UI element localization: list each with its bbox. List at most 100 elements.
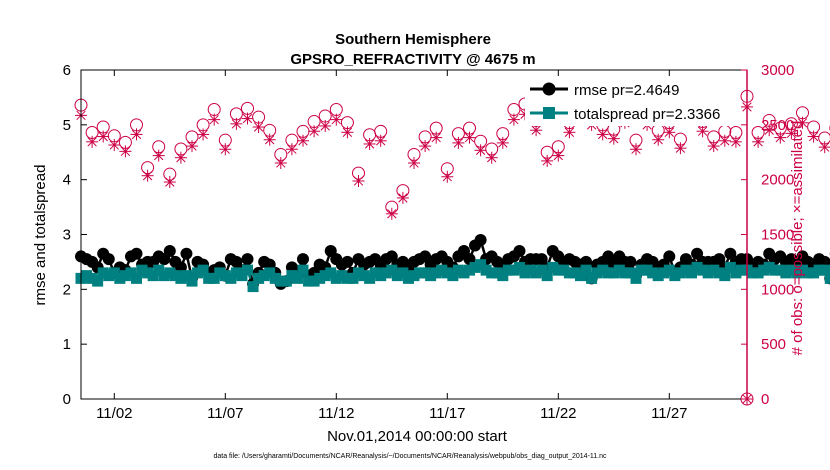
totalspread-marker [402, 272, 414, 284]
totalspread-marker [480, 264, 492, 276]
y-left-tick-label: 6 [63, 62, 71, 79]
totalspread-marker [297, 264, 309, 276]
totalspread-marker [802, 267, 814, 279]
totalspread-marker [86, 272, 98, 284]
chart-subtitle: GPSRO_REFRACTIVITY @ 4675 m [290, 51, 535, 68]
totalspread-marker [519, 267, 531, 279]
obs-assimilated-marker [419, 140, 432, 153]
obs-assimilated-marker [430, 131, 443, 144]
totalspread-marker [414, 267, 426, 279]
obs-assimilated-marker [496, 136, 509, 149]
obs-assimilated-marker [807, 130, 820, 143]
totalspread-marker [380, 267, 392, 279]
rmse-marker [241, 253, 254, 266]
totalspread-marker [186, 275, 198, 287]
totalspread-marker [774, 264, 786, 276]
totalspread-marker [458, 267, 470, 279]
rmse-marker [180, 247, 193, 260]
totalspread-marker [125, 267, 137, 279]
x-tick-label: 11/17 [429, 405, 465, 422]
totalspread-marker [497, 270, 509, 282]
obs-assimilated-marker [230, 117, 243, 130]
obs-assimilated-marker [108, 139, 121, 152]
rmse-marker [102, 253, 115, 266]
totalspread-marker [253, 272, 265, 284]
right-axis: 0 500 1000 1500 2000 2500 3000 [741, 62, 794, 408]
totalspread-marker [108, 267, 120, 279]
totalspread-marker [763, 261, 775, 273]
totalspread-marker [347, 272, 359, 284]
totalspread-marker [747, 267, 759, 279]
y-left-tick-label: 5 [63, 117, 71, 134]
totalspread-marker [469, 261, 481, 273]
totalspread-marker [92, 275, 104, 287]
obs-assimilated-marker [530, 124, 543, 137]
left-axis: 0 1 2 3 4 5 6 [63, 62, 87, 408]
totalspread-marker [669, 270, 681, 282]
totalspread-marker [758, 264, 770, 276]
obs-assimilated-marker [452, 136, 465, 149]
obs-assimilated-marker [396, 191, 409, 204]
totalspread-marker [486, 267, 498, 279]
x-axis-label: Nov.01,2014 00:00:00 start [327, 428, 508, 445]
y-right-tick-label: 2000 [761, 172, 794, 189]
totalspread-marker [136, 264, 148, 276]
totalspread-marker [525, 264, 537, 276]
obs-assimilated-marker [186, 140, 198, 153]
totalspread-marker [314, 272, 326, 284]
totalspread-marker [636, 264, 648, 276]
obs-assimilated-marker [752, 135, 765, 148]
totalspread-marker [180, 270, 192, 282]
totalspread-marker [791, 267, 803, 279]
obs-assimilated-marker [663, 126, 676, 139]
obs-assimilated-marker [552, 149, 565, 162]
totalspread-marker [131, 272, 142, 284]
y-right-tick-label: 500 [761, 336, 786, 353]
totalspread-marker [641, 264, 653, 276]
totalspread-marker [508, 264, 520, 276]
totalspread-marker [464, 264, 475, 276]
totalspread-marker [258, 270, 270, 282]
y-right-tick-label: 3000 [761, 62, 794, 79]
totalspread-marker [530, 267, 542, 279]
totalspread-marker [658, 267, 670, 279]
totalspread-marker [691, 261, 703, 273]
totalspread-marker [303, 275, 315, 287]
totalspread-marker [247, 281, 259, 293]
obs-assimilated-marker [363, 137, 376, 150]
totalspread-marker [597, 264, 609, 276]
legend-spread-label: totalspread pr=2.3366 [574, 106, 720, 123]
totalspread-marker [702, 267, 714, 279]
totalspread-marker [386, 264, 398, 276]
obs-assimilated-marker [441, 170, 454, 183]
totalspread-marker [430, 267, 442, 279]
y-left-tick-label: 3 [63, 227, 71, 244]
totalspread-marker [502, 264, 514, 276]
obs-assimilated-marker [385, 207, 398, 220]
totalspread-marker [280, 275, 292, 287]
totalspread-marker [613, 264, 625, 276]
obs-assimilated-marker [197, 128, 210, 141]
rmse-marker [624, 255, 637, 268]
y-right-tick-label: 0 [761, 391, 769, 408]
legend-rmse-marker [542, 82, 556, 96]
totalspread-marker [797, 264, 808, 276]
totalspread-marker [419, 267, 431, 279]
totalspread-marker [541, 270, 553, 282]
obs-assimilated-marker [796, 116, 809, 129]
y-right-tick-label: 1500 [761, 227, 794, 244]
obs-assimilated-marker [263, 133, 276, 146]
obs-assimilated-marker [297, 134, 309, 147]
totalspread-marker [591, 267, 603, 279]
totalspread-marker [624, 267, 636, 279]
totalspread-marker [375, 270, 387, 282]
obs-assimilated-marker [707, 140, 720, 153]
obs-assimilated-marker [285, 143, 298, 156]
y-right-tick-label: 2500 [761, 117, 794, 134]
totalspread-marker [330, 272, 342, 284]
obs-assimilated-marker [308, 125, 321, 138]
x-tick-label: 11/07 [207, 405, 243, 422]
totalspread-marker [602, 267, 614, 279]
totalspread-marker [436, 264, 448, 276]
